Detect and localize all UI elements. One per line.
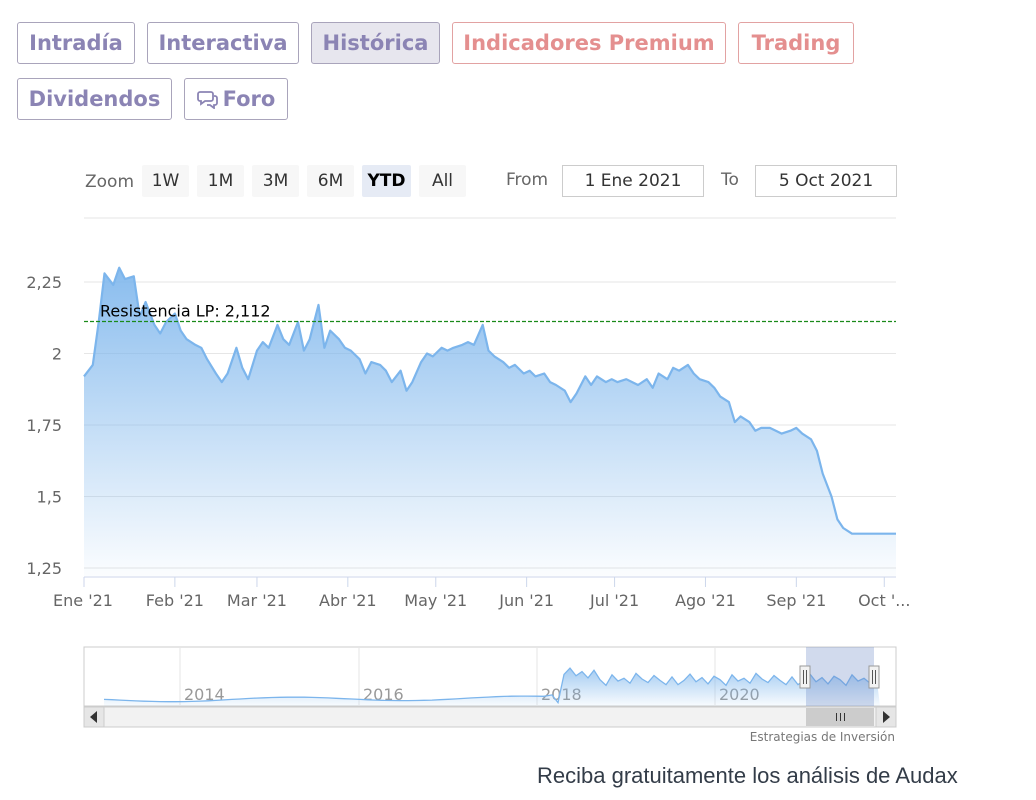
x-tick-label: Abr '21 (319, 591, 377, 610)
x-tick-label: Feb '21 (146, 591, 204, 610)
arrow-right-icon (883, 711, 890, 723)
tab-interactiva[interactable]: Interactiva (147, 22, 299, 64)
y-tick-label: 2,25 (26, 273, 62, 292)
navigator-handle-right[interactable] (868, 665, 880, 689)
range-button-all[interactable]: All (419, 165, 466, 197)
from-label: From (506, 170, 549, 190)
x-tick-label: Ene '21 (53, 591, 113, 610)
to-label: To (721, 170, 739, 190)
x-tick-label: Mar '21 (227, 591, 287, 610)
grip-icon (836, 713, 845, 721)
tab-dividendos[interactable]: Dividendos (17, 78, 172, 120)
from-date-input[interactable] (562, 165, 704, 197)
y-axis: 1,25 1,5 1,75 2 2,25 (26, 273, 62, 578)
promo-text: Reciba gratuitamente los análisis de Aud… (537, 763, 958, 788)
tab-foro-label: Foro (222, 87, 276, 111)
x-tick-label: Oct '... (858, 591, 910, 610)
y-tick-label: 1,5 (37, 488, 62, 507)
scrollbar-track[interactable] (83, 706, 897, 728)
x-tick-label: Ago '21 (675, 591, 736, 610)
x-tick-label: Sep '21 (766, 591, 826, 610)
to-date-input[interactable] (755, 165, 897, 197)
range-button-ytd[interactable]: YTD (362, 165, 411, 197)
resistance-label: Resistencia LP: 2,112 (100, 301, 271, 320)
series-line[interactable] (83, 266, 896, 535)
navigator[interactable]: 2014201620182020 (83, 646, 897, 707)
series-area (84, 267, 896, 576)
tab-foro[interactable]: Foro (184, 78, 288, 120)
tab-historica[interactable]: Histórica (311, 22, 440, 64)
y-tick-label: 2 (52, 345, 62, 364)
price-chart: 1,25 1,5 1,75 2 2,25 Resistencia LP: 2,112 E… (26, 217, 910, 728)
scrollbar[interactable] (83, 706, 897, 728)
range-button-3m[interactable]: 3M (252, 165, 299, 197)
x-axis: Ene '21 Feb '21 Mar '21 Abr '21 May '21 Jun '… (53, 577, 910, 610)
navigator-handle-left[interactable] (799, 665, 811, 689)
y-tick-label: 1,25 (26, 559, 62, 578)
x-tick-label: Jul '21 (589, 591, 639, 610)
navigator-tick-label: 2016 (363, 685, 404, 704)
chart-credit[interactable]: Estrategias de Inversión (749, 730, 895, 744)
chat-bubbles-icon (196, 82, 219, 122)
arrow-left-icon (90, 711, 97, 723)
x-tick-label: May '21 (404, 591, 467, 610)
range-button-6m[interactable]: 6M (307, 165, 354, 197)
navigator-tick-label: 2014 (184, 685, 225, 704)
navigator-selection[interactable] (806, 647, 874, 706)
y-tick-label: 1,75 (26, 416, 62, 435)
navigator-area (104, 668, 880, 706)
tab-trading[interactable]: Trading (738, 22, 854, 64)
navigator-line (103, 667, 877, 705)
range-button-1w[interactable]: 1W (142, 165, 189, 197)
tab-indicadores-premium[interactable]: Indicadores Premium (452, 22, 726, 64)
x-tick-label: Jun '21 (498, 591, 554, 610)
range-button-1m[interactable]: 1M (197, 165, 244, 197)
zoom-label: Zoom (85, 172, 135, 192)
tab-intradia[interactable]: Intradía (17, 22, 135, 64)
